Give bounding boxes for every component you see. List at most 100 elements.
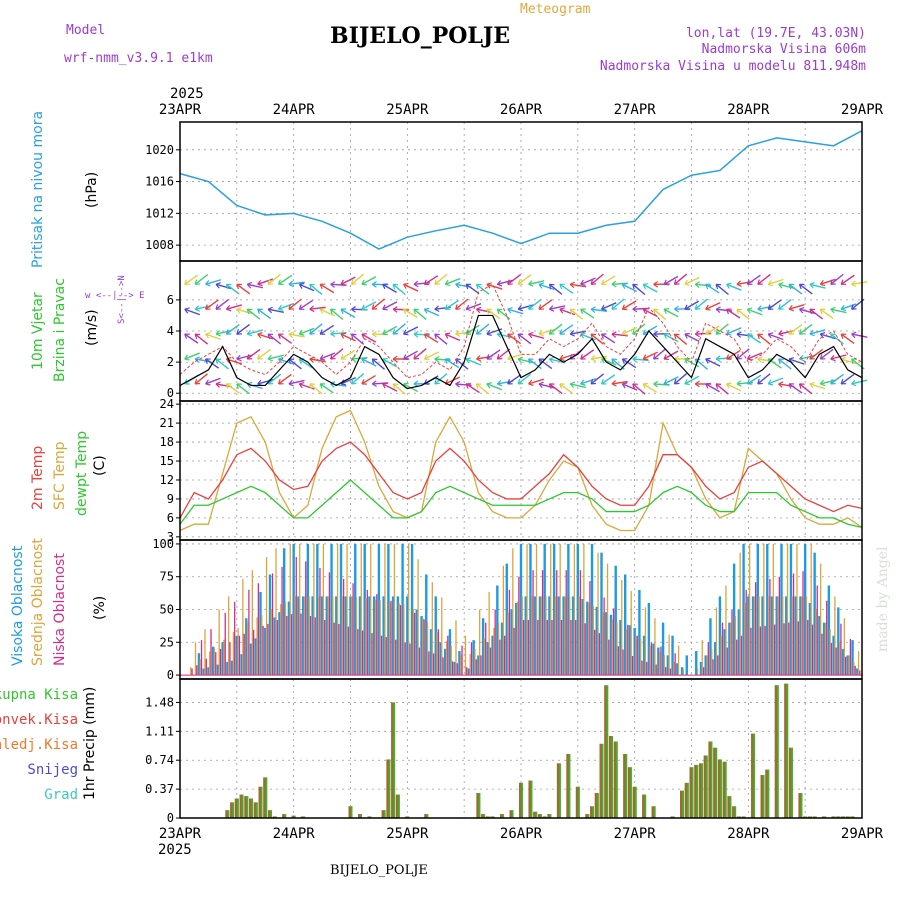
temp-frame	[179, 400, 863, 541]
wind-arrow-head	[705, 357, 711, 360]
wind-arrow	[726, 349, 741, 360]
wind-arrow-head	[653, 283, 659, 288]
wind-arrow-head	[507, 279, 510, 285]
wind-arrow-head	[643, 308, 649, 310]
wind-arrow-head	[434, 378, 437, 385]
conv-precip-bar	[717, 759, 720, 818]
wind-arrow	[486, 283, 503, 290]
wind-arrow	[840, 274, 855, 285]
total-precip-bar	[767, 769, 770, 818]
wind-arrow	[538, 299, 553, 310]
wind-arrow	[226, 304, 243, 310]
wind-arrow-head	[424, 307, 430, 310]
total-precip-bar	[284, 814, 287, 818]
total-precip-bar	[492, 816, 495, 818]
total-precip-bar	[725, 761, 727, 818]
wind-arrow	[424, 275, 439, 285]
wind-arrow-head	[225, 358, 230, 364]
wind-arrow	[465, 283, 480, 295]
cloud-label-1: Visoka Oblacnost	[10, 545, 26, 666]
wind-arrow-head	[715, 284, 719, 290]
total-precip-bar	[275, 816, 277, 818]
wind-arrow	[236, 283, 251, 295]
wind-arrow-head	[611, 304, 614, 310]
wind-arrow	[319, 383, 334, 394]
total-precip-bar	[852, 816, 855, 818]
wind-arrow	[622, 383, 638, 391]
wind-arrow	[590, 355, 607, 360]
total-precip-bar	[601, 743, 604, 818]
wind-arrow-head	[663, 332, 670, 335]
wind-arrow	[570, 330, 587, 335]
wind-arrow-head	[434, 355, 440, 360]
wind-arrow-head	[778, 304, 781, 310]
total-precip-bar	[762, 775, 765, 818]
wind-arrow	[611, 333, 628, 337]
total-precip-bar	[734, 806, 737, 818]
wind-arrow	[517, 304, 534, 310]
wind-arrow-head	[517, 378, 521, 385]
total-precip-bar	[715, 747, 718, 818]
wind-arrow	[840, 333, 855, 345]
wind-arrow	[299, 283, 315, 292]
wind-arrow	[215, 283, 232, 290]
lonlat-info: lon,lat (19.7E, 43.03N)	[686, 26, 866, 41]
total-precip-bar	[630, 767, 632, 818]
wind-arrow	[246, 308, 261, 320]
wind-arrow-head	[257, 333, 262, 339]
wind-arrow	[194, 373, 208, 385]
wind-arrow-head	[653, 380, 659, 385]
wind-arrow-head	[725, 308, 730, 315]
bottom-day-label: 28APR	[727, 826, 770, 842]
wind-arrow	[215, 298, 230, 310]
total-precip-bar	[753, 733, 756, 818]
conv-precip-bar	[395, 794, 398, 818]
wind-arrow	[820, 278, 836, 285]
precip-bar	[736, 816, 741, 818]
total-precip-bar	[815, 816, 817, 818]
wind-arrow	[184, 274, 199, 285]
wind-arrow-head	[559, 354, 564, 360]
wind-arrow	[267, 354, 284, 360]
wind-arrow-head	[517, 305, 522, 310]
wind-arrow-head	[225, 305, 231, 310]
wind-arrow-head	[257, 332, 263, 335]
wind-arrow-head	[371, 283, 377, 288]
conv-precip-bar	[850, 816, 853, 818]
wind-arrow-head	[548, 305, 554, 310]
total-precip-bar	[587, 814, 590, 818]
precip-bar	[537, 814, 542, 818]
wind-arrow-head	[351, 355, 356, 360]
wind-arrow-head	[851, 331, 857, 335]
total-precip-bar	[270, 810, 272, 818]
temp-label-3: dewpt Temp	[74, 431, 90, 516]
wind-arrow-head	[548, 329, 552, 335]
wind-arrow-head	[371, 383, 377, 387]
wind-arrow-head	[684, 332, 690, 335]
y-tick-label: 1008	[145, 238, 174, 252]
wind-label-1: 10m Vjetar	[30, 292, 46, 370]
y-tick-label: 1.11	[145, 724, 174, 738]
wind-arrow	[653, 348, 667, 360]
wind-arrow-head	[434, 308, 440, 313]
wind-arrow-head	[778, 330, 783, 335]
wind-arrow-head	[215, 283, 220, 289]
wind-arrow	[799, 308, 816, 315]
wind-arrow-head	[736, 380, 742, 385]
bottom-year-label: 2025	[158, 842, 192, 858]
wind-arrow-head	[486, 354, 490, 360]
conv-precip-bar	[604, 685, 606, 818]
wind-arrow	[820, 379, 837, 385]
wind-arrow-head	[465, 357, 472, 360]
wind-arrow-head	[757, 305, 762, 310]
conv-precip-bar	[590, 806, 592, 818]
wind-arrow-head	[184, 307, 190, 310]
wind-arrow-head	[455, 333, 461, 337]
wind-arrow-head	[403, 354, 407, 360]
wind-arrow-head	[299, 333, 305, 336]
wind-arrow-head	[549, 356, 555, 360]
wind-arrow-head	[830, 333, 833, 340]
wind-arrow-head	[403, 284, 407, 289]
wind-arrow-head	[517, 308, 524, 312]
precip-bar	[490, 816, 495, 818]
